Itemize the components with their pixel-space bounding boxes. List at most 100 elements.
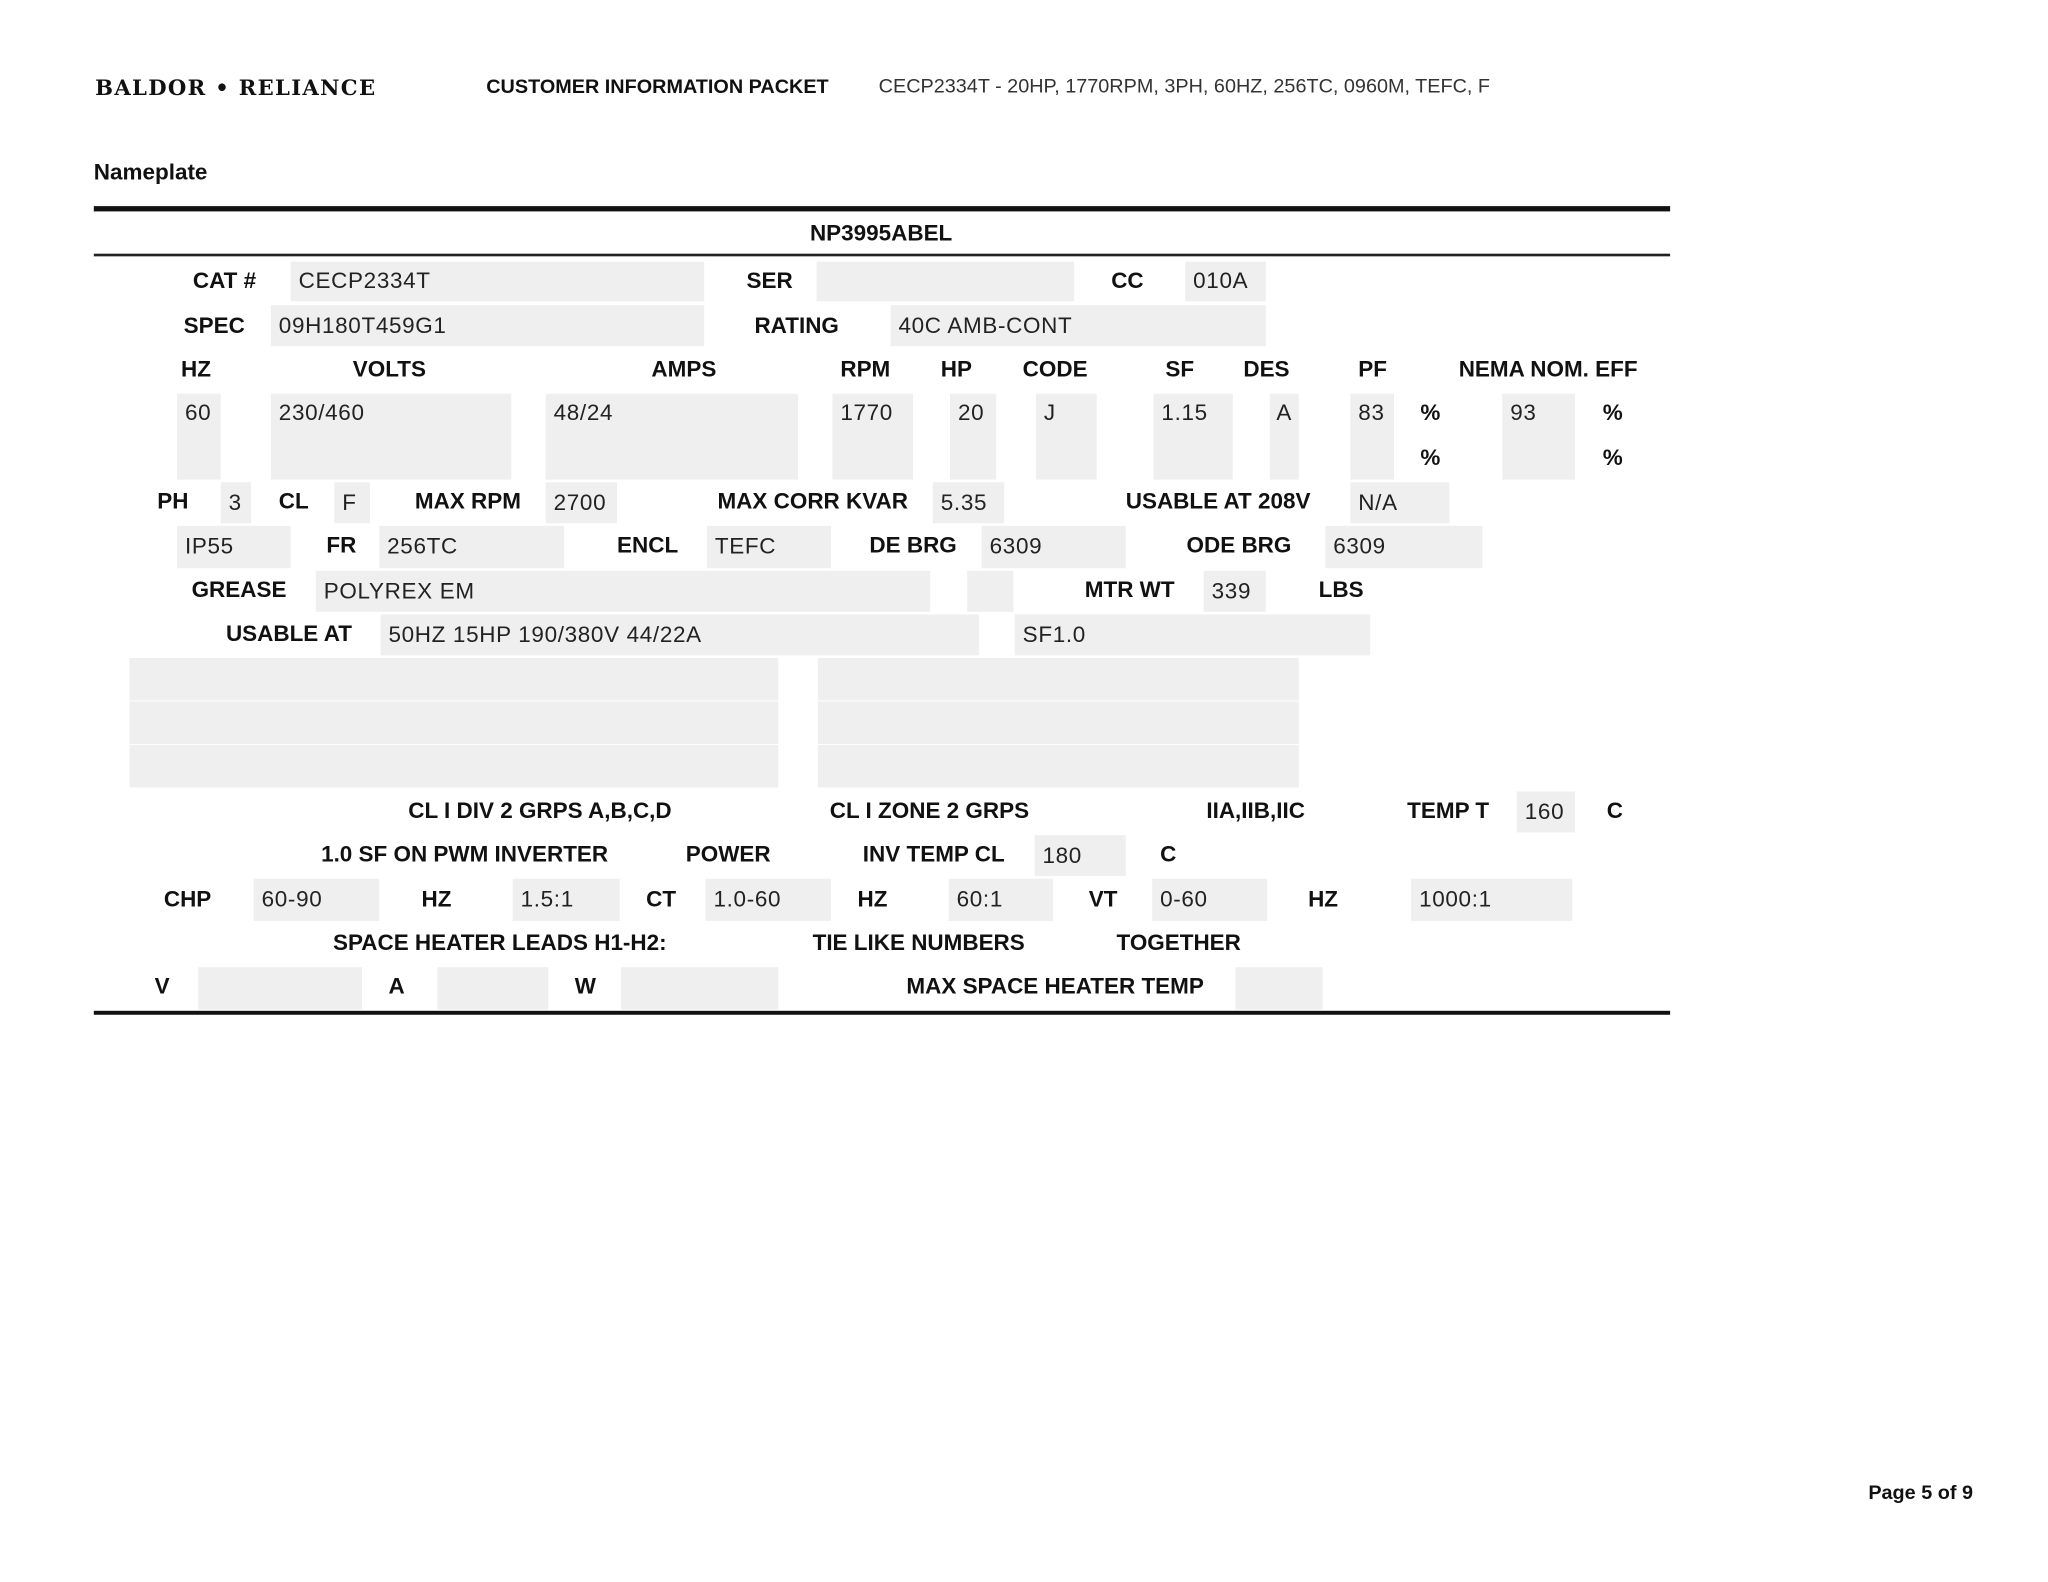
temp-t-unit: C <box>1606 798 1623 824</box>
temp-t-field: 160 <box>1516 791 1575 833</box>
mtr-wt-field: 339 <box>1203 570 1266 612</box>
encl-value: TEFC <box>714 533 777 559</box>
top-rule <box>93 206 1671 212</box>
together-label: TOGETHER <box>1116 930 1241 956</box>
inv-temp-field: 180 <box>1034 835 1126 877</box>
a-label: A <box>388 973 405 999</box>
rpm-label: RPM <box>840 356 891 382</box>
ip-value: IP55 <box>184 533 234 559</box>
a-field <box>437 967 549 1010</box>
eff-percent-2: % <box>1602 445 1623 471</box>
ct-hz-field: 60:1 <box>948 878 1054 921</box>
mtr-wt-value: 339 <box>1211 578 1252 604</box>
ode-brg-label: ODE BRG <box>1186 532 1292 558</box>
v-label: V <box>154 973 170 999</box>
chp-label: CHP <box>163 886 212 912</box>
packet-title: CUSTOMER INFORMATION PACKET <box>486 75 829 99</box>
eff-value: 93 <box>1510 400 1537 426</box>
ct-hz-label: HZ <box>857 886 888 912</box>
vt-hz-value: 1000:1 <box>1419 886 1492 912</box>
spec-label: SPEC <box>183 313 245 339</box>
code-field: J <box>1035 393 1097 480</box>
amps-value: 48/24 <box>553 400 614 426</box>
baldor-reliance-logo: BALDOR • RELIANCE <box>95 75 377 101</box>
usable-208-field: N/A <box>1350 482 1450 524</box>
temp-t-value: 160 <box>1524 798 1565 824</box>
volts-label: VOLTS <box>352 356 427 382</box>
max-rpm-value: 2700 <box>553 489 607 515</box>
sf-value: 1.15 <box>1161 400 1208 426</box>
ip-field: IP55 <box>177 525 291 569</box>
ode-brg-value: 6309 <box>1333 533 1386 559</box>
fr-field: 256TC <box>379 525 565 569</box>
grease-value: POLYREX EM <box>323 578 475 604</box>
sf-field: 1.15 <box>1153 393 1233 480</box>
eff-label: NEMA NOM. EFF <box>1458 356 1638 382</box>
hz-label: HZ <box>181 356 211 382</box>
v-field <box>198 967 363 1010</box>
vt-field: 0-60 <box>1152 878 1268 921</box>
vt-value: 0-60 <box>1160 886 1208 912</box>
usable-208-label: USABLE AT 208V <box>1125 488 1311 514</box>
cl-label: CL <box>278 488 309 514</box>
heater-leads-label: SPACE HEATER LEADS H1-H2: <box>332 930 667 956</box>
des-field: A <box>1269 393 1299 480</box>
groups-label: IIA,IIB,IIC <box>1206 798 1305 824</box>
max-rpm-field: 2700 <box>545 482 618 524</box>
fr-label: FR <box>326 532 357 558</box>
encl-field: TEFC <box>706 525 832 569</box>
ct-value: 1.0-60 <box>713 886 782 912</box>
spec-value: 09H180T459G1 <box>278 312 447 338</box>
lbs-label: LBS <box>1318 577 1364 603</box>
max-heater-field <box>1235 967 1323 1010</box>
grease-field: POLYREX EM <box>315 570 931 612</box>
amps-field: 48/24 <box>545 393 799 480</box>
inv-temp-label: INV TEMP CL <box>862 841 1005 867</box>
max-rpm-label: MAX RPM <box>414 488 521 514</box>
hz-field: 60 <box>177 393 221 480</box>
max-kvar-value: 5.35 <box>940 489 988 515</box>
power-label: POWER <box>685 841 771 867</box>
chp-hz-field: 1.5:1 <box>512 878 620 921</box>
rating-label: RATING <box>754 313 839 339</box>
max-kvar-field: 5.35 <box>932 482 1005 524</box>
pf-value: 83 <box>1358 400 1385 426</box>
mtr-wt-label: MTR WT <box>1084 577 1175 603</box>
ph-field: 3 <box>220 482 252 524</box>
des-value: A <box>1276 400 1293 426</box>
max-kvar-label: MAX CORR KVAR <box>717 488 908 514</box>
hp-label: HP <box>940 356 972 382</box>
ph-label: PH <box>157 488 189 514</box>
product-description: CECP2334T - 20HP, 1770RPM, 3PH, 60HZ, 25… <box>878 75 1491 98</box>
zone2-label: CL I ZONE 2 GRPS <box>829 798 1030 824</box>
blank-block-right <box>817 658 1299 788</box>
blank-block-left <box>129 658 779 788</box>
pf-percent-2: % <box>1420 445 1441 471</box>
de-brg-label: DE BRG <box>869 532 957 558</box>
vt-label: VT <box>1088 886 1118 912</box>
cl-value: F <box>342 489 357 515</box>
hz-value: 60 <box>184 400 212 426</box>
cc-value: 010A <box>1193 268 1249 294</box>
cc-field: 010A <box>1185 261 1266 302</box>
rating-value: 40C AMB-CONT <box>898 312 1073 338</box>
ser-field <box>816 261 1075 302</box>
eff-field: 93 <box>1502 393 1575 480</box>
blank-field <box>967 570 1014 612</box>
div2-label: CL I DIV 2 GRPS A,B,C,D <box>408 798 672 824</box>
chp-field: 60-90 <box>253 878 380 921</box>
chp-value: 60-90 <box>261 886 323 912</box>
hp-field: 20 <box>950 393 997 480</box>
temp-t-label: TEMP T <box>1407 798 1490 824</box>
pf-field: 83 <box>1350 393 1394 480</box>
usable-208-value: N/A <box>1358 489 1398 515</box>
eff-percent: % <box>1602 400 1623 426</box>
inv-temp-value: 180 <box>1042 842 1082 868</box>
cl-field: F <box>334 482 370 524</box>
volts-value: 230/460 <box>278 400 365 426</box>
max-heater-label: MAX SPACE HEATER TEMP <box>906 973 1204 999</box>
pf-percent: % <box>1420 400 1441 426</box>
encl-label: ENCL <box>617 532 679 558</box>
pwm-label: 1.0 SF ON PWM INVERTER <box>321 841 609 867</box>
de-brg-value: 6309 <box>989 533 1043 559</box>
